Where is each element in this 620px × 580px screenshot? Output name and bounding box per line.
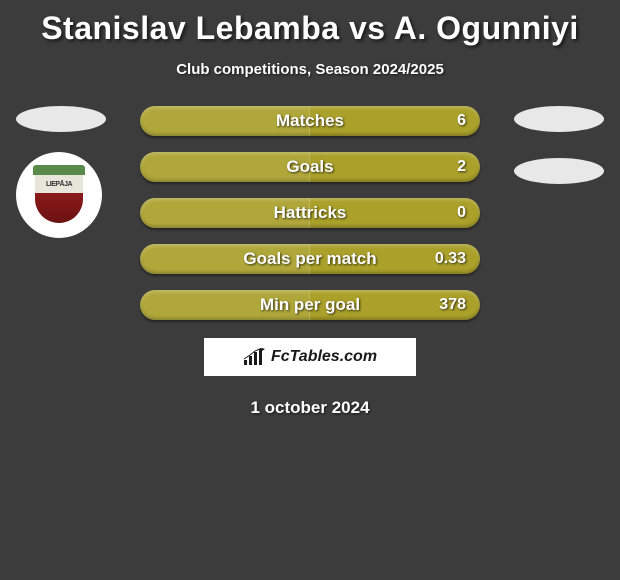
stat-label: Goals per match [140, 249, 480, 269]
stat-row-matches: Matches 6 [140, 106, 480, 136]
player2-avatar-placeholder [514, 106, 604, 132]
stat-value: 6 [457, 112, 466, 130]
stat-label: Goals [140, 157, 480, 177]
stat-value: 2 [457, 158, 466, 176]
stat-value: 0.33 [435, 250, 466, 268]
page-subtitle: Club competitions, Season 2024/2025 [0, 61, 620, 78]
stat-label: Hattricks [140, 203, 480, 223]
stat-label: Min per goal [140, 295, 480, 315]
stat-value: 378 [439, 296, 466, 314]
stat-label: Matches [140, 111, 480, 131]
stat-row-hattricks: Hattricks 0 [140, 198, 480, 228]
right-player-column [514, 106, 604, 184]
stat-row-goals: Goals 2 [140, 152, 480, 182]
fctables-logo-box[interactable]: FcTables.com [202, 336, 418, 378]
stats-bars: Matches 6 Goals 2 Hattricks 0 Goals per … [140, 106, 480, 320]
player1-avatar-placeholder [16, 106, 106, 132]
stat-value: 0 [457, 204, 466, 222]
club-badge-text: LIEPĀJA [46, 181, 72, 188]
stat-row-goals-per-match: Goals per match 0.33 [140, 244, 480, 274]
page-title: Stanislav Lebamba vs A. Ogunniyi [0, 0, 620, 47]
stat-row-min-per-goal: Min per goal 378 [140, 290, 480, 320]
snapshot-date: 1 october 2024 [0, 398, 620, 418]
liepaja-shield-icon: LIEPĀJA [33, 165, 85, 225]
fctables-logo-text: FcTables.com [271, 348, 377, 366]
left-player-column: LIEPĀJA [16, 106, 106, 238]
player1-club-badge: LIEPĀJA [16, 152, 102, 238]
content-area: LIEPĀJA Matches 6 Goals 2 Hattricks 0 Go… [0, 106, 620, 418]
bar-chart-icon [243, 348, 265, 366]
player2-club-placeholder [514, 158, 604, 184]
